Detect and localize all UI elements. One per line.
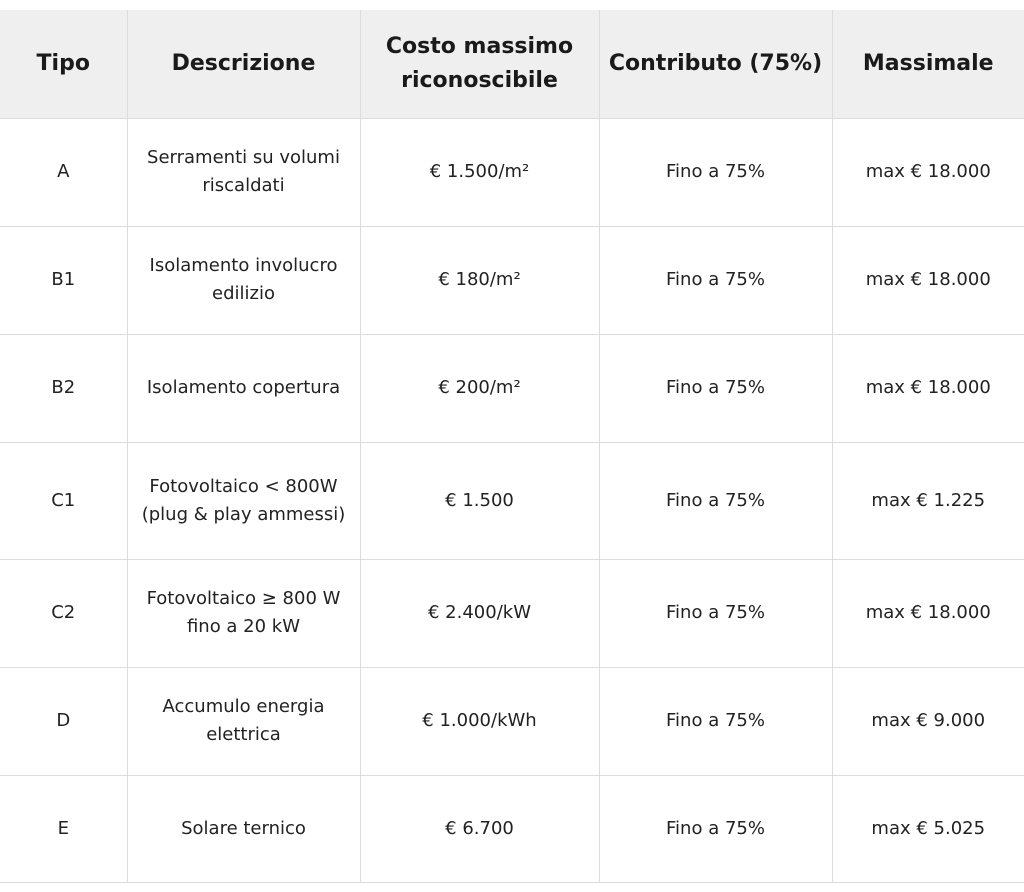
- cell-massimale: max € 18.000: [831, 225, 1024, 335]
- cell-tipo: C2: [0, 558, 128, 668]
- cell-costo: € 1.500: [359, 441, 600, 560]
- cell-costo: € 1.500/m²: [359, 117, 600, 227]
- cell-tipo: E: [0, 774, 128, 883]
- cell-descrizione: Fotovoltaico ≥ 800 W fino a 20 kW: [126, 558, 361, 668]
- cell-massimale: max € 9.000: [831, 666, 1024, 776]
- cell-contributo: Fino a 75%: [598, 225, 833, 335]
- header-costo: Costo massimo riconoscibile: [359, 10, 600, 119]
- cell-tipo: A: [0, 117, 128, 227]
- cell-tipo: C1: [0, 441, 128, 560]
- cell-tipo: D: [0, 666, 128, 776]
- cell-massimale: max € 18.000: [831, 117, 1024, 227]
- cell-massimale: max € 1.225: [831, 441, 1024, 560]
- table-row: E Solare ternico € 6.700 Fino a 75% max …: [0, 774, 1024, 883]
- table-body: A Serramenti su volumi riscaldati € 1.50…: [0, 117, 1024, 883]
- header-descrizione: Descrizione: [126, 10, 361, 119]
- cell-costo: € 200/m²: [359, 333, 600, 443]
- table-row: C2 Fotovoltaico ≥ 800 W fino a 20 kW € 2…: [0, 558, 1024, 668]
- cell-descrizione: Serramenti su volumi riscaldati: [126, 117, 361, 227]
- header-row: Tipo Descrizione Costo massimo riconosci…: [0, 10, 1024, 119]
- incentive-table-container: Tipo Descrizione Costo massimo riconosci…: [0, 10, 1024, 883]
- cell-costo: € 180/m²: [359, 225, 600, 335]
- cell-costo: € 6.700: [359, 774, 600, 883]
- header-contributo: Contributo (75%): [598, 10, 833, 119]
- cell-descrizione: Accumulo energia elettrica: [126, 666, 361, 776]
- table-header: Tipo Descrizione Costo massimo riconosci…: [0, 10, 1024, 119]
- cell-contributo: Fino a 75%: [598, 666, 833, 776]
- cell-descrizione: Isolamento involucro edilizio: [126, 225, 361, 335]
- cell-contributo: Fino a 75%: [598, 333, 833, 443]
- table-row: D Accumulo energia elettrica € 1.000/kWh…: [0, 666, 1024, 776]
- cell-costo: € 2.400/kW: [359, 558, 600, 668]
- cell-descrizione: Isolamento copertura: [126, 333, 361, 443]
- cell-contributo: Fino a 75%: [598, 774, 833, 883]
- incentive-table: Tipo Descrizione Costo massimo riconosci…: [0, 10, 1024, 883]
- cell-descrizione: Solare ternico: [126, 774, 361, 883]
- cell-costo: € 1.000/kWh: [359, 666, 600, 776]
- table-row: B2 Isolamento copertura € 200/m² Fino a …: [0, 333, 1024, 443]
- header-tipo: Tipo: [0, 10, 128, 119]
- cell-contributo: Fino a 75%: [598, 117, 833, 227]
- cell-massimale: max € 18.000: [831, 558, 1024, 668]
- cell-contributo: Fino a 75%: [598, 441, 833, 560]
- cell-tipo: B1: [0, 225, 128, 335]
- table-row: B1 Isolamento involucro edilizio € 180/m…: [0, 225, 1024, 335]
- cell-descrizione: Fotovoltaico < 800W (plug & play ammessi…: [126, 441, 361, 560]
- cell-tipo: B2: [0, 333, 128, 443]
- cell-contributo: Fino a 75%: [598, 558, 833, 668]
- cell-massimale: max € 5.025: [831, 774, 1024, 883]
- table-row: C1 Fotovoltaico < 800W (plug & play amme…: [0, 441, 1024, 560]
- table-row: A Serramenti su volumi riscaldati € 1.50…: [0, 117, 1024, 227]
- header-massimale: Massimale: [831, 10, 1024, 119]
- cell-massimale: max € 18.000: [831, 333, 1024, 443]
